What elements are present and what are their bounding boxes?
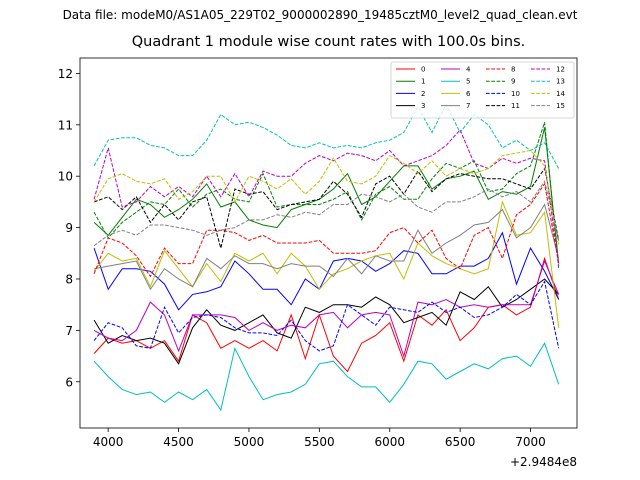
legend-label-12: 12 <box>556 66 565 74</box>
suptitle: Data file: modeM0/AS1A05_229T02_90000028… <box>62 8 578 22</box>
series-line-3 <box>93 278 560 365</box>
x-offset-label: +2.9484e8 <box>510 455 577 469</box>
series-line-0 <box>93 256 560 373</box>
legend-label-8: 8 <box>511 66 515 74</box>
x-tick-label: 4000 <box>93 435 124 449</box>
y-tick-label: 6 <box>65 375 73 389</box>
series-line-9 <box>93 122 560 269</box>
series-line-13 <box>93 103 560 169</box>
series-line-4 <box>93 259 560 358</box>
y-tick-label: 12 <box>58 67 73 81</box>
y-tick-label: 8 <box>65 272 73 286</box>
legend-label-6: 6 <box>466 90 471 98</box>
legend-label-11: 11 <box>511 102 520 110</box>
legend-label-5: 5 <box>466 78 470 86</box>
legend-label-15: 15 <box>556 102 565 110</box>
x-tick-label: 7000 <box>515 435 546 449</box>
y-axis: 6 7 8 9 10 11 12 <box>58 67 80 389</box>
legend-label-4: 4 <box>466 66 471 74</box>
series-line-8 <box>93 182 560 278</box>
series-line-5 <box>93 342 560 412</box>
x-tick-label: 6500 <box>445 435 476 449</box>
legend-label-14: 14 <box>556 90 565 98</box>
y-tick-label: 10 <box>58 170 73 184</box>
legend-label-10: 10 <box>511 90 520 98</box>
series-line-10 <box>93 280 560 352</box>
x-tick-label: 5000 <box>234 435 265 449</box>
x-tick-label: 5500 <box>304 435 335 449</box>
y-tick-label: 11 <box>58 118 73 132</box>
series-line-2 <box>93 231 560 311</box>
x-axis: 4000 4500 5000 5500 6000 6500 7000 <box>93 428 546 449</box>
legend-label-9: 9 <box>511 78 515 86</box>
chart-title: Quadrant 1 module wise count rates with … <box>131 34 526 50</box>
x-tick-label: 6000 <box>374 435 405 449</box>
legend-label-0: 0 <box>421 66 425 74</box>
axes-frame <box>79 57 578 429</box>
series-line-12 <box>93 128 560 267</box>
y-tick-label: 9 <box>65 221 73 235</box>
legend-label-1: 1 <box>421 78 425 86</box>
legend-label-3: 3 <box>421 102 425 110</box>
legend-label-7: 7 <box>466 102 470 110</box>
legend-label-13: 13 <box>556 78 565 86</box>
series-line-15 <box>93 180 560 247</box>
series-lines <box>93 103 560 412</box>
x-tick-label: 4500 <box>163 435 194 449</box>
legend-label-2: 2 <box>421 90 425 98</box>
series-line-1 <box>93 127 560 264</box>
series-line-6 <box>93 200 560 328</box>
series-line-7 <box>94 203 560 291</box>
y-tick-label: 7 <box>65 324 73 338</box>
series-line-11 <box>93 167 560 249</box>
series-line-14 <box>93 149 560 246</box>
legend-box <box>390 61 575 119</box>
